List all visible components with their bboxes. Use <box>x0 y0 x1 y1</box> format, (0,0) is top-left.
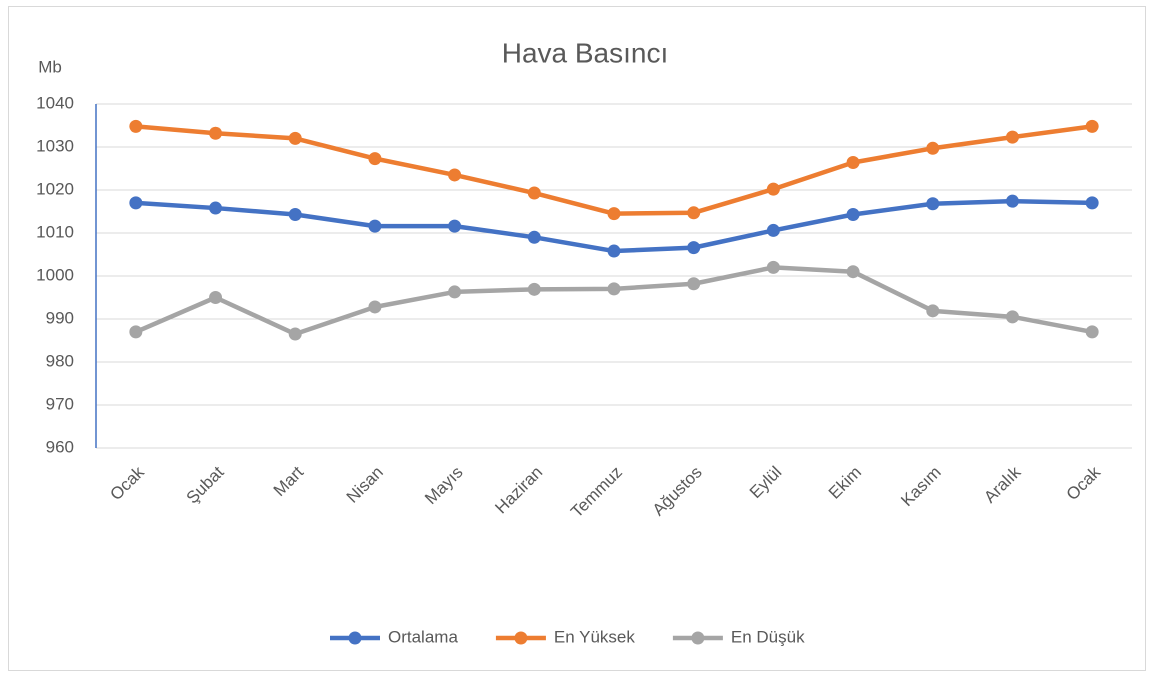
point <box>368 219 382 233</box>
point <box>288 327 302 341</box>
point <box>527 230 541 244</box>
legend-marker <box>348 631 362 645</box>
point <box>1005 194 1019 208</box>
point <box>368 152 382 166</box>
point <box>1085 325 1099 339</box>
point <box>209 201 223 215</box>
y-tick-label: 1030 <box>36 136 74 155</box>
point <box>607 207 621 221</box>
point <box>288 208 302 222</box>
point <box>846 208 860 222</box>
point <box>687 241 701 255</box>
point <box>129 196 143 210</box>
point <box>607 282 621 296</box>
legend-label: En Yüksek <box>554 627 635 646</box>
y-axis-label: Mb <box>38 57 62 76</box>
y-tick-label: 980 <box>46 351 74 370</box>
legend-marker <box>691 631 705 645</box>
chart-border <box>8 6 1146 671</box>
y-tick-label: 1000 <box>36 265 74 284</box>
y-tick-label: 960 <box>46 437 74 456</box>
point <box>687 206 701 220</box>
point <box>209 291 223 304</box>
point <box>687 277 701 291</box>
point <box>129 325 143 339</box>
point <box>766 260 780 274</box>
point <box>448 168 462 182</box>
point <box>129 119 143 133</box>
point <box>607 244 621 258</box>
point <box>766 182 780 196</box>
point <box>1005 310 1019 324</box>
point <box>1005 130 1019 144</box>
y-tick-label: 1020 <box>36 179 74 198</box>
point <box>527 282 541 296</box>
point <box>448 219 462 233</box>
point <box>846 265 860 279</box>
point <box>448 285 462 299</box>
point <box>926 197 940 211</box>
legend-label: Ortalama <box>388 627 458 646</box>
point <box>527 186 541 200</box>
legend-label: En Düşük <box>731 627 805 646</box>
point <box>1085 196 1099 210</box>
y-tick-label: 1040 <box>36 93 74 112</box>
chart-title: Hava Basıncı <box>502 37 669 68</box>
point <box>288 131 302 145</box>
point <box>209 126 223 140</box>
point <box>368 300 382 314</box>
point <box>1085 119 1099 133</box>
point <box>926 141 940 155</box>
legend-marker <box>514 631 528 645</box>
point <box>926 304 940 318</box>
y-tick-label: 970 <box>46 394 74 413</box>
y-tick-label: 990 <box>46 308 74 327</box>
y-tick-label: 1010 <box>36 222 74 241</box>
point <box>846 155 860 169</box>
point <box>766 223 780 237</box>
